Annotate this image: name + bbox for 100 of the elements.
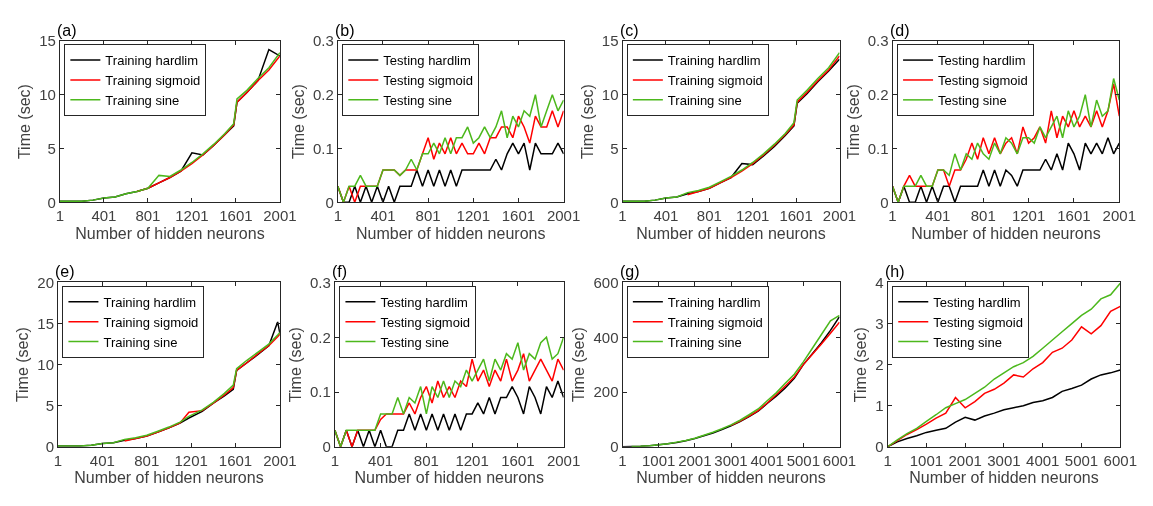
x-tick-label: 2001 xyxy=(263,207,297,225)
legend-label: Testing sigmoid xyxy=(383,73,473,89)
x-tick-label: 401 xyxy=(91,207,117,225)
legend-label: Testing sigmoid xyxy=(933,314,1023,330)
x-tick-label: 1201 xyxy=(456,207,490,225)
y-tick-label: 400 xyxy=(593,328,619,346)
y-tick-label: 2 xyxy=(875,355,884,373)
y-axis-title: Time (sec) xyxy=(289,84,307,160)
legend-label: Testing sigmoid xyxy=(380,314,471,330)
y-axis-title: Time (sec) xyxy=(844,84,862,160)
y-tick-label: 0.1 xyxy=(310,383,331,401)
y-tick-label: 0 xyxy=(47,193,56,211)
x-tick-label: 401 xyxy=(89,451,115,469)
x-tick-label: 1601 xyxy=(219,207,253,225)
y-tick-label: 15 xyxy=(601,32,619,50)
x-axis-title: Number of hidden neurons xyxy=(636,469,826,487)
x-tick-label: 1201 xyxy=(174,451,208,469)
y-axis-title: Time (sec) xyxy=(570,327,588,403)
x-tick-label: 4001 xyxy=(750,451,784,469)
x-axis-title: Number of hidden neurons xyxy=(636,224,826,242)
x-tick-label: 801 xyxy=(970,207,996,225)
x-tick-label: 1601 xyxy=(501,451,535,469)
x-tick-label: 1601 xyxy=(779,207,813,225)
x-tick-label: 1201 xyxy=(175,207,209,225)
y-tick-label: 15 xyxy=(37,314,54,332)
y-tick-label: 0.3 xyxy=(312,32,334,50)
y-tick-label: 0.2 xyxy=(867,85,889,103)
y-tick-label: 4 xyxy=(875,273,884,291)
x-tick-label: 1601 xyxy=(1057,207,1091,225)
x-tick-label: 801 xyxy=(415,207,441,225)
y-tick-label: 0.3 xyxy=(310,273,331,291)
y-tick-label: 0 xyxy=(322,438,331,456)
y-tick-label: 1 xyxy=(875,396,884,414)
legend-label: Testing hardlim xyxy=(380,294,468,310)
y-tick-label: 0.2 xyxy=(312,85,334,103)
x-tick-label: 401 xyxy=(368,451,394,469)
chart-title: (a) xyxy=(57,22,77,39)
x-axis-title: Number of hidden neurons xyxy=(354,469,544,487)
x-tick-label: 4001 xyxy=(1026,451,1060,469)
x-tick-label: 6001 xyxy=(822,451,857,469)
legend-label: Testing sine xyxy=(383,92,452,108)
x-tick-label: 1601 xyxy=(218,451,253,469)
legend-label: Training sigmoid xyxy=(103,314,199,330)
y-tick-label: 15 xyxy=(39,32,56,50)
x-tick-label: 401 xyxy=(653,207,679,225)
x-tick-label: 6001 xyxy=(1103,451,1137,469)
legend-label: Training sigmoid xyxy=(667,314,763,330)
legend-label: Testing sine xyxy=(933,334,1002,350)
y-axis-title: Time (sec) xyxy=(16,84,34,160)
y-tick-label: 0.1 xyxy=(867,139,889,157)
x-tick-label: 1201 xyxy=(455,451,489,469)
x-tick-label: 3001 xyxy=(987,451,1021,469)
y-axis-title: Time (sec) xyxy=(852,327,870,403)
y-tick-label: 10 xyxy=(601,85,619,103)
x-tick-label: 2001 xyxy=(546,451,581,469)
y-tick-label: 5 xyxy=(45,396,54,414)
x-tick-label: 1201 xyxy=(1011,207,1046,225)
y-tick-label: 0 xyxy=(610,193,619,211)
chart-title: (d) xyxy=(890,22,910,39)
x-axis-title: Number of hidden neurons xyxy=(74,469,264,487)
x-tick-label: 3001 xyxy=(714,451,748,469)
legend-label: Training sigmoid xyxy=(667,73,763,89)
y-axis-title: Time (sec) xyxy=(286,327,304,403)
y-tick-label: 0.3 xyxy=(867,32,889,50)
x-tick-label: 5001 xyxy=(786,451,821,469)
x-axis-title: Number of hidden neurons xyxy=(75,224,265,242)
legend-label: Testing sine xyxy=(380,334,450,350)
y-tick-label: 600 xyxy=(593,273,619,291)
legend-label: Testing sigmoid xyxy=(938,73,1028,89)
x-tick-label: 1001 xyxy=(909,451,944,469)
y-tick-label: 0 xyxy=(875,438,884,456)
x-tick-label: 801 xyxy=(134,451,160,469)
chart-title: (c) xyxy=(620,22,639,39)
y-tick-label: 0 xyxy=(880,193,889,211)
y-axis-title: Time (sec) xyxy=(578,84,596,160)
x-axis-title: Number of hidden neurons xyxy=(911,224,1101,242)
y-tick-label: 10 xyxy=(39,85,56,103)
legend-label: Testing hardlim xyxy=(938,53,1026,69)
x-tick-label: 801 xyxy=(135,207,161,225)
y-tick-label: 0.2 xyxy=(310,328,331,346)
x-tick-label: 401 xyxy=(370,207,396,225)
chart-title: (f) xyxy=(332,263,348,280)
chart-title: (h) xyxy=(885,263,905,280)
y-tick-label: 5 xyxy=(47,139,56,157)
legend-label: Training hardlim xyxy=(667,294,761,310)
x-tick-label: 1601 xyxy=(501,207,536,225)
y-tick-label: 5 xyxy=(610,139,619,157)
x-tick-label: 2001 xyxy=(948,451,982,469)
x-tick-label: 2001 xyxy=(546,207,581,225)
y-tick-label: 0 xyxy=(45,438,54,456)
x-tick-label: 1001 xyxy=(642,451,676,469)
legend-label: Training sine xyxy=(105,92,180,108)
x-tick-label: 2001 xyxy=(263,451,297,469)
legend-label: Training hardlim xyxy=(103,294,197,310)
chart-title: (e) xyxy=(55,263,75,280)
legend-label: Training sigmoid xyxy=(105,73,201,89)
x-axis-title: Number of hidden neurons xyxy=(355,224,546,242)
x-tick-label: 2001 xyxy=(1102,207,1136,225)
x-tick-label: 5001 xyxy=(1064,451,1099,469)
y-axis-title: Time (sec) xyxy=(14,327,32,403)
